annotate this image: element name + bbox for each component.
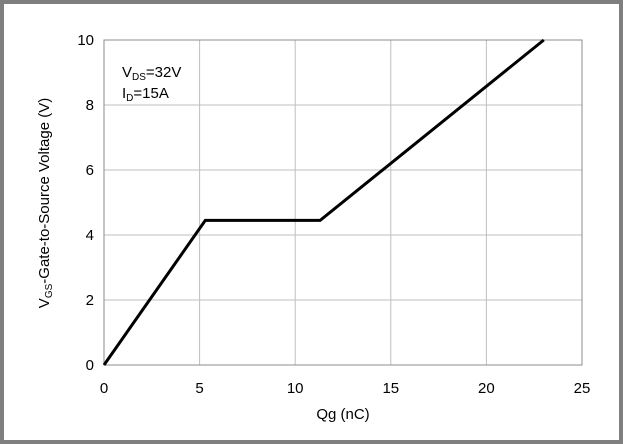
x-axis-title: Qg (nC) bbox=[316, 406, 369, 423]
annotation-vds: VDS=32V bbox=[122, 64, 181, 83]
x-tick-label: 20 bbox=[478, 380, 495, 397]
y-tick-label: 4 bbox=[86, 227, 94, 244]
x-tick-label: 0 bbox=[100, 380, 108, 397]
x-tick-label: 5 bbox=[195, 380, 203, 397]
y-tick-label: 8 bbox=[86, 97, 94, 114]
x-tick-labels: 0 5 10 15 20 25 bbox=[100, 380, 591, 397]
plot-area-border bbox=[103, 39, 583, 366]
gate-charge-curve bbox=[102, 38, 545, 366]
x-tick-label: 15 bbox=[382, 380, 399, 397]
annotation-id: ID=15A bbox=[122, 85, 169, 104]
y-tick-labels: 0 2 4 6 8 10 bbox=[77, 32, 94, 374]
x-tick-label: 25 bbox=[574, 380, 591, 397]
y-tick-label: 0 bbox=[86, 357, 94, 374]
x-tick-label: 10 bbox=[287, 380, 304, 397]
y-tick-label: 10 bbox=[77, 32, 94, 49]
y-tick-label: 2 bbox=[86, 292, 94, 309]
y-tick-label: 6 bbox=[86, 162, 94, 179]
y-axis-title: VGS-Gate-to-Source Voltage (V) bbox=[36, 98, 55, 308]
